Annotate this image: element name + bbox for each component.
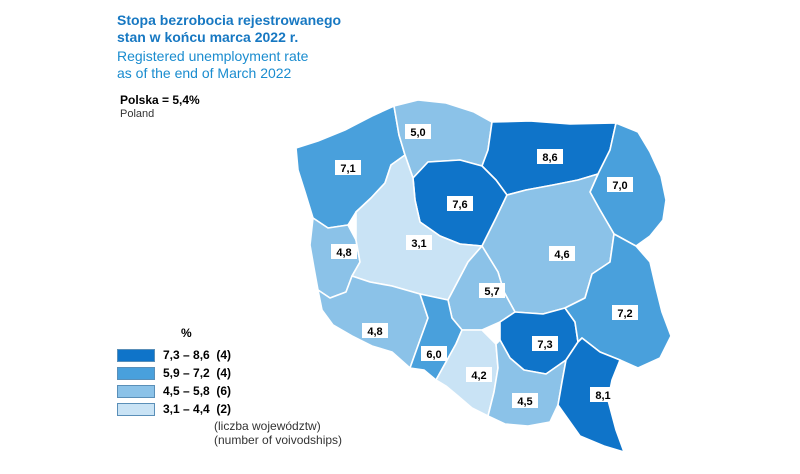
national-rate-label-en: Poland [120, 108, 155, 120]
title-pl-line1: Stopa bezrobocia rejestrowanego [117, 12, 342, 28]
label-lodzkie: 5,7 [484, 286, 499, 298]
legend-range: 3,1 – 4,4 (2) [163, 402, 232, 416]
national-rate: Polska = 5,4% Poland [120, 93, 200, 120]
legend-range: 4,5 – 5,8 (6) [163, 384, 232, 398]
legend-swatch [117, 384, 155, 398]
label-lubelskie: 7,2 [617, 308, 632, 320]
label-kujawsko-pomorskie: 7,6 [452, 199, 467, 211]
label-wielkopolskie: 3,1 [411, 238, 426, 250]
legend-item: 7,3 – 8,6 (4) [117, 348, 231, 362]
label-podlaskie: 7,0 [612, 180, 627, 192]
legend-item: 4,5 – 5,8 (6) [117, 384, 231, 398]
label-swietokrzyskie: 7,3 [537, 339, 552, 351]
label-lubuskie: 4,8 [336, 247, 351, 259]
legend-unit: % [181, 326, 192, 340]
title-en-line2: as of the end of March 2022 [117, 65, 292, 81]
legend-range: 5,9 – 7,2 (4) [163, 366, 232, 380]
legend-note: (liczba województw) (number of voivodshi… [214, 419, 342, 447]
label-malopolskie: 4,5 [517, 396, 532, 408]
label-mazowieckie: 4,6 [554, 249, 569, 261]
legend-note-pl: (liczba województw) [214, 419, 321, 433]
map-title-en: Registered unemployment rate as of the e… [117, 48, 308, 82]
legend-note-en: (number of voivodships) [214, 433, 343, 447]
legend-item: 5,9 – 7,2 (4) [117, 366, 231, 380]
title-pl-line2: stan w końcu marca 2022 r. [117, 29, 299, 45]
legend-swatch [117, 402, 155, 416]
label-warminsko-mazurskie: 8,6 [542, 152, 557, 164]
legend-item: 3,1 – 4,4 (2) [117, 402, 231, 416]
label-dolnoslaskie: 4,8 [367, 326, 382, 338]
label-opolskie: 6,0 [426, 349, 441, 361]
region-value-labels: 7,1 5,0 8,6 7,0 7,6 4,8 3,1 4,6 5,7 4,8 … [331, 124, 638, 408]
legend-range: 7,3 – 8,6 (4) [163, 348, 232, 362]
title-en-line1: Registered unemployment rate [117, 48, 309, 64]
national-rate-value: Polska = 5,4% [120, 93, 200, 107]
label-zachodniopomorskie: 7,1 [340, 163, 355, 175]
label-slaskie: 4,2 [471, 370, 486, 382]
label-pomorskie: 5,0 [410, 127, 425, 139]
label-podkarpackie: 8,1 [595, 390, 610, 402]
legend-swatch [117, 348, 155, 362]
map-title-pl: Stopa bezrobocia rejestrowanego stan w k… [117, 12, 341, 46]
legend-swatch [117, 366, 155, 380]
